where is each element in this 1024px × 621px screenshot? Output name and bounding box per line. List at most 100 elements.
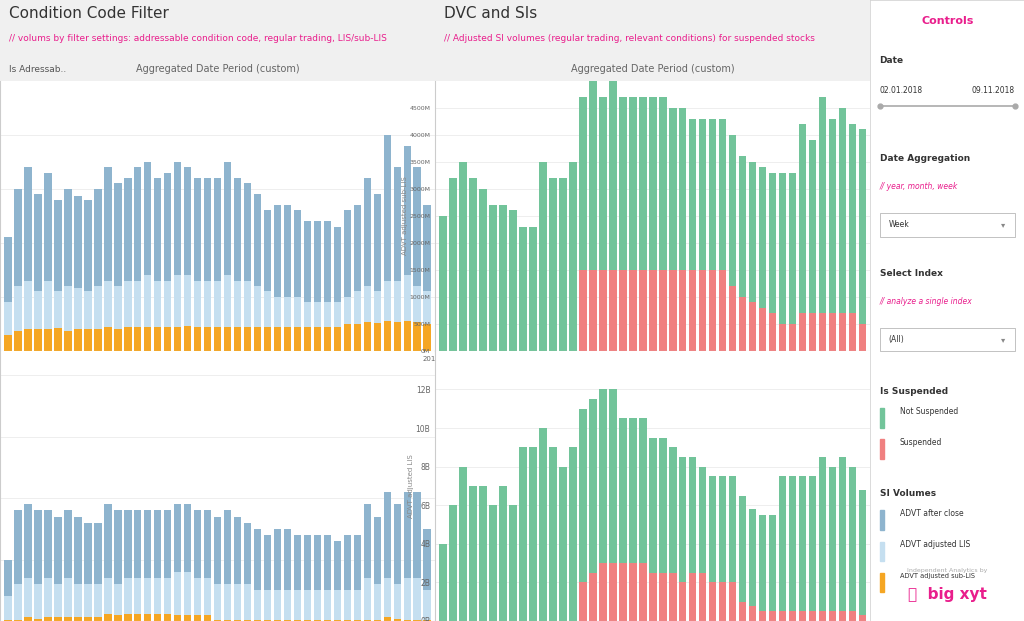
Bar xyxy=(184,275,191,326)
Bar xyxy=(154,327,162,351)
Bar xyxy=(849,313,856,351)
Text: SI Volumes: SI Volumes xyxy=(880,489,936,498)
Bar xyxy=(14,189,22,286)
Bar xyxy=(154,281,162,327)
Bar xyxy=(759,515,766,611)
Bar xyxy=(639,419,646,563)
Bar xyxy=(65,332,72,351)
Bar xyxy=(439,216,446,351)
Bar xyxy=(94,329,101,351)
Bar xyxy=(294,620,301,621)
Bar xyxy=(174,615,181,621)
Bar xyxy=(204,281,211,327)
Text: Condition Code Filter: Condition Code Filter xyxy=(8,6,169,22)
Bar xyxy=(154,510,162,578)
Bar xyxy=(124,510,131,578)
Bar xyxy=(679,270,686,351)
Bar xyxy=(264,535,271,591)
Bar xyxy=(204,178,211,281)
Bar xyxy=(84,617,91,621)
Bar xyxy=(549,178,557,351)
Bar xyxy=(779,173,786,324)
Bar xyxy=(620,419,627,563)
Bar xyxy=(334,302,341,327)
Bar xyxy=(65,578,72,617)
Bar xyxy=(194,327,202,351)
Bar xyxy=(25,167,32,281)
Bar xyxy=(54,328,61,351)
Bar xyxy=(629,563,637,621)
Bar xyxy=(204,578,211,615)
Bar xyxy=(94,189,101,286)
Bar xyxy=(659,438,667,573)
Bar xyxy=(304,302,311,327)
Bar xyxy=(509,505,517,621)
Bar xyxy=(374,517,381,584)
Bar xyxy=(344,324,351,351)
Bar xyxy=(224,620,231,621)
Bar xyxy=(65,189,72,286)
Bar xyxy=(134,510,141,578)
Bar xyxy=(828,466,837,611)
Bar xyxy=(254,327,261,351)
Bar xyxy=(569,447,577,621)
Bar xyxy=(669,447,677,573)
Bar xyxy=(144,614,152,621)
Bar xyxy=(344,211,351,297)
Bar xyxy=(313,620,322,621)
Bar xyxy=(324,620,331,621)
Bar xyxy=(14,286,22,332)
Bar xyxy=(244,523,251,584)
Bar xyxy=(84,584,91,617)
Bar xyxy=(599,97,606,270)
Bar xyxy=(364,322,371,351)
Bar xyxy=(839,457,846,611)
Bar xyxy=(254,620,261,621)
Bar xyxy=(54,199,61,291)
Bar xyxy=(44,329,51,351)
Bar xyxy=(549,447,557,621)
Bar xyxy=(324,327,331,351)
Bar xyxy=(500,205,507,351)
Bar xyxy=(104,327,112,351)
Bar xyxy=(540,161,547,351)
Bar xyxy=(880,573,884,592)
Text: Date: Date xyxy=(880,56,904,65)
Bar xyxy=(114,510,122,584)
Bar xyxy=(393,322,401,351)
Bar xyxy=(54,517,61,584)
Bar xyxy=(788,173,797,324)
Bar xyxy=(34,329,42,351)
Bar xyxy=(273,529,282,591)
Bar xyxy=(639,97,646,270)
Bar xyxy=(460,161,467,351)
Bar xyxy=(880,408,884,428)
Bar xyxy=(34,194,42,291)
Bar xyxy=(749,509,757,605)
Bar xyxy=(233,178,242,281)
Bar xyxy=(393,167,401,281)
Bar xyxy=(353,291,361,324)
Bar xyxy=(799,476,806,611)
Text: Is Adressab..: Is Adressab.. xyxy=(8,65,66,75)
Bar xyxy=(4,596,11,620)
Bar xyxy=(334,620,341,621)
Bar xyxy=(4,560,11,596)
Bar xyxy=(194,615,202,621)
Bar xyxy=(393,619,401,621)
Bar xyxy=(649,573,656,621)
Bar xyxy=(384,492,391,578)
Bar xyxy=(529,447,537,621)
Bar xyxy=(669,573,677,621)
Bar xyxy=(689,457,696,573)
Text: Not Suspended: Not Suspended xyxy=(899,407,957,415)
Bar xyxy=(224,584,231,620)
Bar xyxy=(589,399,597,573)
Bar xyxy=(749,302,757,351)
Bar xyxy=(540,428,547,621)
Text: 09.11.2018: 09.11.2018 xyxy=(972,86,1015,94)
Bar xyxy=(669,107,677,270)
Bar xyxy=(819,313,826,351)
Bar xyxy=(699,119,707,270)
Bar xyxy=(174,162,181,275)
